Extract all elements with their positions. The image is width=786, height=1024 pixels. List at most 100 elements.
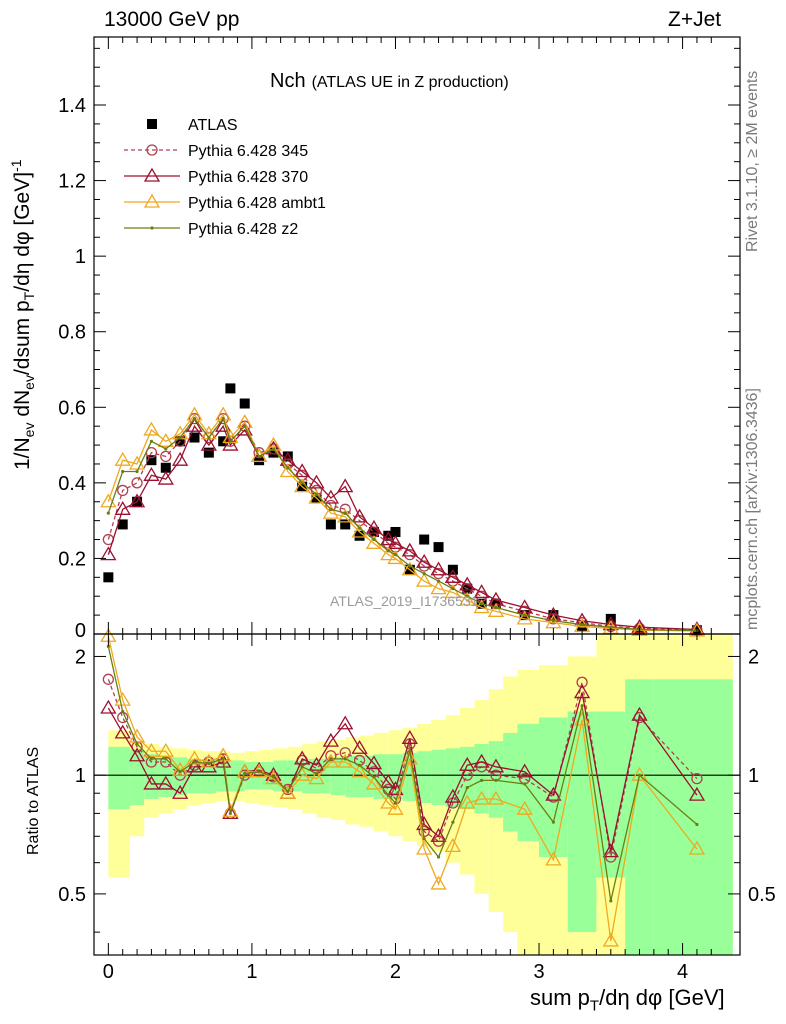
stat-uncertainty-band	[460, 746, 475, 810]
legend-label: Pythia 6.428 ambt1	[188, 195, 326, 212]
mcplots-label: mcplots.cern.ch [arXiv:1306.3436]	[744, 388, 761, 630]
ratio-point	[178, 770, 182, 774]
data-point	[322, 504, 339, 519]
ratio-point	[236, 763, 253, 778]
ratio-point	[487, 758, 505, 773]
data-point	[200, 436, 217, 451]
ratio-point	[106, 644, 110, 649]
data-point	[487, 603, 505, 617]
ratio-point	[294, 750, 311, 765]
ratio-point	[282, 783, 294, 796]
ratio-point	[322, 753, 339, 768]
y-tick-label: 0.4	[58, 473, 86, 495]
ratio-series-1	[100, 684, 706, 858]
data-point	[149, 439, 154, 443]
data-point	[300, 481, 304, 485]
ratio-point	[186, 758, 203, 773]
data-point	[343, 511, 347, 515]
data-point	[121, 469, 125, 474]
ratio-point	[128, 747, 146, 762]
y-tick-label: 0	[75, 620, 86, 642]
axes: 0 1 2 3 4 0.2 0.4 0.6 0.8 1 1.2 1.4 0 0.5 0.5 1 1 2 2	[58, 36, 776, 983]
ratio-point	[573, 684, 591, 699]
ratio-point	[271, 775, 276, 779]
data-point	[228, 439, 232, 443]
data-point	[523, 613, 527, 617]
chart-title: Nch (ATLAS UE in Z production)	[270, 70, 509, 92]
data-point	[393, 553, 398, 557]
data-point	[451, 587, 455, 591]
ratio-point	[473, 790, 490, 805]
ratio-point	[459, 756, 476, 771]
ratio-point	[157, 775, 174, 790]
data-point	[372, 537, 376, 542]
legend-label: Pythia 6.428 345	[188, 143, 308, 160]
x-tick-label: 2	[390, 961, 401, 983]
legend-marker	[143, 167, 161, 182]
ratio-point	[243, 771, 247, 776]
data-point	[294, 463, 311, 478]
data-point	[433, 542, 444, 553]
data-point	[368, 526, 379, 537]
ratio-point	[308, 770, 325, 785]
ratio-point	[688, 840, 706, 855]
energy-label: 13000 GeV pp	[104, 8, 240, 31]
data-point	[146, 455, 157, 466]
ratio-point	[386, 793, 390, 797]
ratio-point	[239, 769, 251, 781]
ratio-point	[351, 739, 368, 754]
stat-uncertainty-band	[431, 749, 446, 806]
legend-marker	[143, 193, 161, 208]
ratio-point	[691, 772, 703, 785]
series-line	[107, 413, 697, 632]
data-point	[286, 466, 290, 470]
data-point	[329, 507, 333, 511]
ratio-tick-label: 2	[748, 646, 759, 668]
ratio-point	[221, 757, 225, 761]
data-point	[225, 383, 236, 394]
y-tick-label: 0.6	[58, 397, 86, 419]
ratio-point	[325, 750, 337, 762]
legend-label: Pythia 6.428 z2	[188, 221, 298, 238]
data-point	[459, 576, 476, 591]
ratio-point	[135, 742, 139, 746]
data-point	[380, 531, 397, 546]
ratio-point	[545, 786, 562, 801]
ratio-point	[408, 749, 412, 753]
data-point	[103, 572, 114, 583]
data-point	[340, 519, 351, 530]
ratio-point	[117, 711, 129, 724]
ratio-point	[157, 742, 174, 757]
ratio-point	[473, 753, 490, 768]
ratio-point	[436, 855, 441, 859]
ratio-point	[372, 775, 376, 779]
ratio-point	[357, 763, 362, 767]
data-point	[222, 436, 239, 451]
ratio-point	[343, 757, 347, 761]
data-point	[143, 467, 160, 481]
main-panel	[100, 383, 706, 637]
ratio-line	[107, 679, 698, 858]
ratio-uncertainty-bands	[108, 634, 733, 955]
ratio-point	[459, 794, 476, 809]
data-point	[444, 584, 462, 599]
data-point	[221, 417, 225, 421]
ratio-point	[337, 715, 354, 730]
ratio-point	[149, 757, 154, 761]
ratio-point	[314, 771, 319, 776]
ratio-tick-label: 1	[748, 765, 759, 787]
ratio-point	[637, 773, 642, 777]
data-point	[432, 567, 445, 580]
data-point	[164, 447, 168, 451]
y-tick-label: 1.4	[58, 95, 86, 117]
ratio-point	[351, 763, 368, 778]
data-point	[106, 511, 110, 515]
stat-uncertainty-band	[417, 751, 432, 804]
ratio-point	[308, 756, 325, 771]
ratio-tick-label: 0.5	[748, 884, 776, 906]
ratio-point	[580, 704, 584, 708]
process-label: Z+Jet	[668, 8, 722, 31]
data-point	[351, 508, 368, 523]
ratio-point	[172, 784, 189, 799]
ratio-point	[121, 709, 125, 714]
